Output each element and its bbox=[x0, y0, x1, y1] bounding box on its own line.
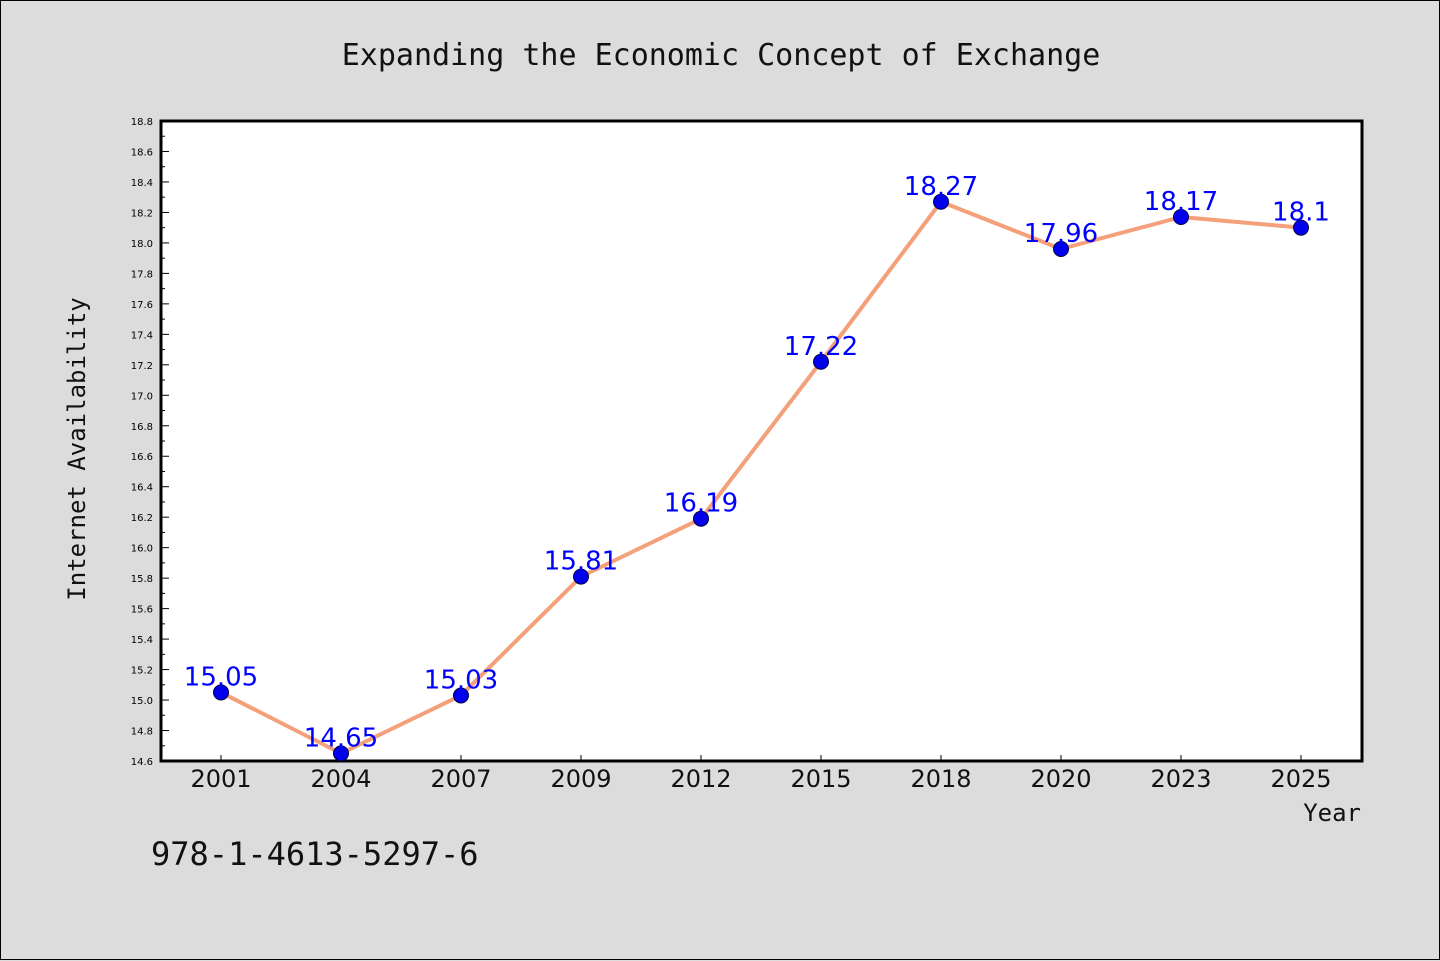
y-tick-label: 17.2 bbox=[131, 361, 153, 372]
data-point bbox=[813, 353, 829, 370]
series-group bbox=[213, 193, 1309, 762]
data-label: 18.27 bbox=[904, 172, 978, 202]
isbn-text: 978-1-4613-5297-6 bbox=[151, 835, 479, 873]
x-tick-label: 2001 bbox=[190, 765, 251, 793]
x-tick-label: 2012 bbox=[670, 765, 731, 793]
y-tick-label: 15.4 bbox=[131, 635, 153, 646]
y-tick-label: 18.8 bbox=[131, 117, 153, 128]
data-label: 14.65 bbox=[304, 723, 378, 753]
series-line bbox=[220, 199, 1302, 756]
data-label: 15.81 bbox=[544, 547, 618, 577]
y-tick-label: 18.0 bbox=[131, 239, 153, 250]
y-tick-label: 14.8 bbox=[131, 727, 153, 738]
y-tick-label: 16.6 bbox=[131, 452, 153, 463]
x-tick-label: 2015 bbox=[790, 765, 851, 793]
data-label: 15.05 bbox=[184, 662, 258, 692]
data-point bbox=[1293, 219, 1309, 236]
x-axis: 2001 2004 2007 2009 2012 2015 2018 2020 2023 2025 bbox=[190, 755, 1332, 793]
data-point bbox=[213, 684, 229, 701]
y-tick-label: 17.4 bbox=[131, 330, 153, 341]
y-tick-label: 18.4 bbox=[131, 178, 153, 189]
data-label: 18.17 bbox=[1144, 187, 1218, 217]
y-tick-label: 15.6 bbox=[131, 605, 153, 616]
data-point bbox=[933, 193, 949, 210]
y-tick-label: 17.8 bbox=[131, 269, 153, 280]
x-axis-label: Year bbox=[1303, 799, 1361, 827]
x-tick-label: 2004 bbox=[310, 765, 371, 793]
y-tick-label: 18.6 bbox=[131, 147, 153, 158]
y-tick-label: 18.2 bbox=[131, 208, 153, 219]
data-label: 18.1 bbox=[1272, 198, 1330, 228]
x-tick-label: 2023 bbox=[1150, 765, 1211, 793]
y-tick-label: 17.6 bbox=[131, 300, 153, 311]
x-tick-label: 2020 bbox=[1030, 765, 1091, 793]
x-tick-label: 2009 bbox=[550, 765, 611, 793]
data-point bbox=[573, 568, 589, 585]
y-tick-label: 15.8 bbox=[131, 574, 153, 585]
y-tick-label: 14.6 bbox=[131, 757, 153, 768]
data-point bbox=[1173, 209, 1189, 225]
y-tick-label: 16.4 bbox=[131, 483, 153, 494]
data-label: 16.19 bbox=[664, 489, 738, 519]
y-tick-label: 17.0 bbox=[131, 391, 153, 402]
y-axis-label: Internet Availability bbox=[63, 297, 91, 600]
y-tick-label: 16.2 bbox=[131, 513, 153, 524]
y-tick-label: 15.0 bbox=[131, 696, 153, 707]
y-tick-label: 15.2 bbox=[131, 666, 153, 677]
x-tick-label: 2007 bbox=[430, 765, 491, 793]
data-point bbox=[693, 510, 709, 527]
data-point bbox=[1053, 241, 1069, 257]
data-labels: 15.05 14.65 15.03 15.81 16.19 17.22 18.27 17.96… bbox=[184, 172, 1330, 754]
y-axis: 14.6 14.8 15.0 15.2 15.4 15.6 15.8 16.0 16.2 16.4… bbox=[131, 117, 169, 768]
y-tick-label: 16.8 bbox=[131, 422, 153, 433]
data-point bbox=[333, 745, 349, 762]
chart-title: Expanding the Economic Concept of Exchan… bbox=[342, 38, 1101, 73]
data-point bbox=[453, 687, 469, 704]
x-tick-label: 2025 bbox=[1270, 765, 1331, 793]
data-label: 17.96 bbox=[1024, 219, 1098, 249]
y-tick-label: 16.0 bbox=[131, 544, 153, 555]
data-label: 15.03 bbox=[424, 665, 498, 695]
data-label: 17.22 bbox=[784, 332, 858, 362]
x-tick-label: 2018 bbox=[910, 765, 971, 793]
